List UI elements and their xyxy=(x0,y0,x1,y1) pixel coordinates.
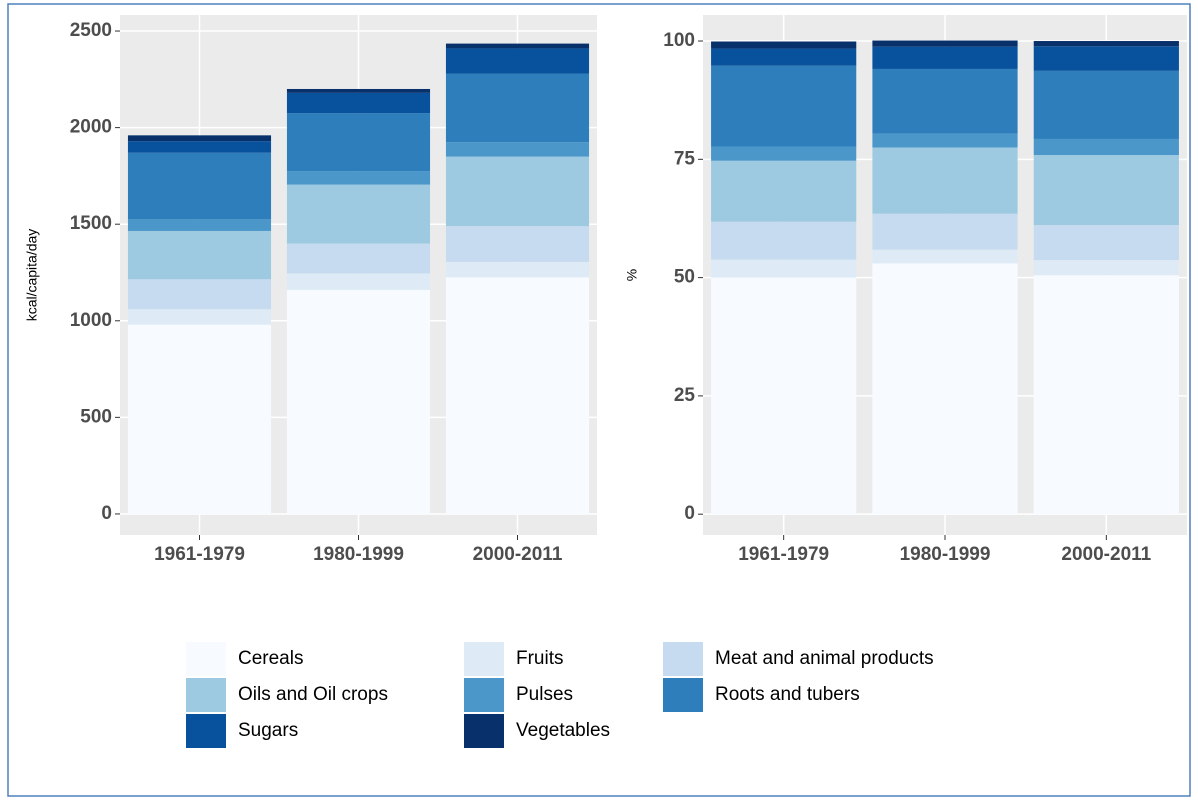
y-tick-label: 2000 xyxy=(70,117,112,138)
legend-label: Pulses xyxy=(516,684,573,705)
bar-segment xyxy=(127,309,272,325)
legend-label: Meat and animal products xyxy=(715,648,934,669)
x-tick-label: 1980-1999 xyxy=(313,544,404,565)
bar-segment xyxy=(127,141,272,153)
bar-segment xyxy=(1033,41,1179,47)
bar-segment xyxy=(872,213,1018,250)
legend-label: Vegetables xyxy=(516,720,610,741)
bar-segment xyxy=(127,135,272,142)
frame xyxy=(7,3,1191,797)
bar-segment xyxy=(286,92,431,114)
bar-segment xyxy=(127,152,272,220)
bar-segment xyxy=(1033,275,1179,515)
bar-segment xyxy=(872,68,1018,134)
y-tick-label: 1500 xyxy=(70,213,112,234)
bar-segment xyxy=(445,156,590,227)
bar-segment: Meat and animal products xyxy=(711,221,857,260)
legend-key xyxy=(663,642,703,676)
y-tick-label: 100 xyxy=(663,30,695,51)
bar-segment xyxy=(286,171,431,185)
bar-segment xyxy=(872,46,1018,69)
bar-segment: Roots and tubers xyxy=(711,65,857,147)
y-tick-label: 75 xyxy=(674,148,696,169)
bar-segment xyxy=(445,43,590,49)
x-tick-label: 1961-1979 xyxy=(738,544,829,565)
bar-segment xyxy=(1033,260,1179,276)
bar-segment xyxy=(286,289,431,514)
bar-segment xyxy=(1033,225,1179,261)
legend-key xyxy=(464,642,504,676)
bar-segment: Oils and Oil crops xyxy=(711,160,857,222)
bar-segment: Cereals xyxy=(711,277,857,515)
y-axis-label: % xyxy=(624,269,640,281)
y-tick-label: 50 xyxy=(674,267,695,288)
x-tick-label: 2000-2011 xyxy=(1061,544,1151,565)
legend-label: Cereals xyxy=(238,648,303,669)
x-tick-label: 1961-1979 xyxy=(154,544,245,565)
y-axis-label: kcal/capita/day xyxy=(24,229,40,322)
bar-segment xyxy=(127,219,272,231)
bar-segment xyxy=(872,263,1018,515)
y-tick-label: 2500 xyxy=(70,20,112,41)
legend-key xyxy=(464,678,504,712)
y-tick-label: 25 xyxy=(674,385,696,406)
legend-label: Sugars xyxy=(238,720,298,741)
bar-segment xyxy=(286,88,431,93)
legend-label: Oils and Oil crops xyxy=(238,684,388,705)
bar-segment xyxy=(445,261,590,278)
bar-segment xyxy=(445,277,590,514)
x-tick-label: 1980-1999 xyxy=(900,544,991,565)
legend-key xyxy=(186,678,226,712)
bar-segment xyxy=(445,226,590,262)
bar-segment xyxy=(445,48,590,74)
y-tick-label: 1000 xyxy=(70,310,112,331)
y-tick-label: 0 xyxy=(684,503,695,524)
y-tick-label: 500 xyxy=(80,406,112,427)
bar-segment: Fruits xyxy=(711,259,857,278)
legend-key xyxy=(186,642,226,676)
bar-segment xyxy=(445,142,590,157)
bar-segment xyxy=(1033,46,1179,71)
bar-segment xyxy=(445,73,590,143)
bar-segment: Pulses xyxy=(711,146,857,161)
bar-segment xyxy=(127,279,272,310)
bar-segment xyxy=(286,113,431,172)
bar-segment xyxy=(127,324,272,514)
bar-segment xyxy=(127,230,272,280)
legend-key xyxy=(186,714,226,748)
x-tick-label: 2000-2011 xyxy=(473,544,563,565)
bar-segment xyxy=(872,40,1018,47)
y-tick-label: 0 xyxy=(101,503,112,524)
bar-segment xyxy=(872,249,1018,264)
bar-segment xyxy=(1033,70,1179,139)
bar-segment xyxy=(872,133,1018,148)
bar-segment: Vegetables xyxy=(711,41,857,49)
bar-segment xyxy=(286,184,431,244)
bar-segment xyxy=(1033,138,1179,156)
bar-segment xyxy=(286,243,431,274)
legend-label: Roots and tubers xyxy=(715,684,860,705)
bar-segment xyxy=(872,147,1018,214)
bar-segment xyxy=(286,273,431,290)
legend-key xyxy=(464,714,504,748)
bar-segment xyxy=(1033,155,1179,226)
legend-label: Fruits xyxy=(516,648,564,669)
legend-key xyxy=(663,678,703,712)
bar-segment: Sugars xyxy=(711,48,857,66)
